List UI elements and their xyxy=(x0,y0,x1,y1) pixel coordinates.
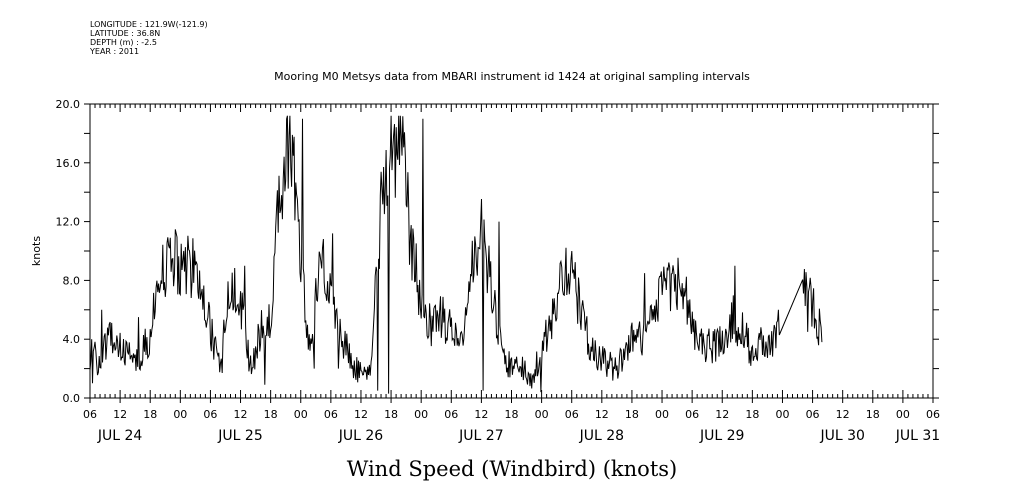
y-tick-label: 20.0 xyxy=(56,98,81,111)
day-label: JUL 29 xyxy=(699,428,744,444)
x-tick-label: 18 xyxy=(866,408,880,421)
x-tick-label: 06 xyxy=(565,408,579,421)
x-tick-label: 12 xyxy=(715,408,729,421)
meta-latitude: LATITUDE : 36.8N xyxy=(90,29,161,38)
meta-longitude: LONGITUDE : 121.9W(-121.9) xyxy=(90,20,208,29)
x-tick-label: 12 xyxy=(474,408,488,421)
x-tick-label: 18 xyxy=(384,408,398,421)
x-tick-label: 00 xyxy=(535,408,549,421)
day-label: JUL 25 xyxy=(217,428,262,444)
day-label: JUL 24 xyxy=(97,428,143,444)
y-axis-title: knots xyxy=(30,236,43,266)
series-line xyxy=(89,115,823,394)
y-tick-label: 8.0 xyxy=(63,274,81,287)
x-tick-label: 06 xyxy=(685,408,699,421)
x-tick-label: 18 xyxy=(745,408,759,421)
x-tick-label: 06 xyxy=(83,408,97,421)
x-tick-label: 00 xyxy=(775,408,789,421)
x-tick-label: 12 xyxy=(836,408,850,421)
x-tick-label: 12 xyxy=(234,408,248,421)
x-tick-label: 00 xyxy=(414,408,428,421)
x-tick-label: 18 xyxy=(143,408,157,421)
y-tick-label: 0.0 xyxy=(63,392,81,405)
x-tick-label: 18 xyxy=(505,408,519,421)
y-tick-label: 4.0 xyxy=(63,333,81,346)
x-tick-label: 18 xyxy=(264,408,278,421)
y-tick-labels: 0.0 4.0 8.0 12.0 16.0 20.0 xyxy=(56,98,81,405)
x-tick-label: 00 xyxy=(294,408,308,421)
x-tick-label: 06 xyxy=(926,408,940,421)
y-tick-label: 12.0 xyxy=(56,216,81,229)
x-tick-label: 06 xyxy=(324,408,338,421)
series-wind-speed xyxy=(89,115,823,394)
day-label: JUL 26 xyxy=(338,428,384,444)
day-label: JUL 28 xyxy=(579,428,624,444)
x-tick-label: 00 xyxy=(896,408,910,421)
x-tick-label: 06 xyxy=(806,408,820,421)
day-label: JUL 27 xyxy=(458,428,503,444)
y-tick-label: 16.0 xyxy=(56,157,81,170)
metadata-block: LONGITUDE : 121.9W(-121.9) LATITUDE : 36… xyxy=(90,20,208,56)
x-tick-label: 00 xyxy=(173,408,187,421)
plot-title: Mooring M0 Metsys data from MBARI instru… xyxy=(274,70,750,83)
x-tick-label: 12 xyxy=(354,408,368,421)
meta-depth: DEPTH (m) : -2.5 xyxy=(90,38,157,47)
x-tick-label: 12 xyxy=(595,408,609,421)
day-label: JUL 30 xyxy=(819,428,864,444)
plot-frame xyxy=(89,103,934,399)
axis-ticks xyxy=(84,103,939,403)
x-tick-labels: 06 12 18 00 06 12 18 00 06 12 18 00 06 12 18 00 06 12 18 00… xyxy=(83,408,940,421)
x-tick-label: 06 xyxy=(203,408,217,421)
day-labels: JUL 24 JUL 25 JUL 26 JUL 27 JUL 28 JUL 29 JUL … xyxy=(97,428,940,444)
x-tick-label: 18 xyxy=(625,408,639,421)
day-label: JUL 31 xyxy=(895,428,940,444)
x-tick-label: 06 xyxy=(444,408,458,421)
x-axis-title: Wind Speed (Windbird) (knots) xyxy=(347,457,677,481)
x-tick-label: 00 xyxy=(655,408,669,421)
x-tick-label: 12 xyxy=(113,408,127,421)
meta-year: YEAR : 2011 xyxy=(90,47,140,56)
